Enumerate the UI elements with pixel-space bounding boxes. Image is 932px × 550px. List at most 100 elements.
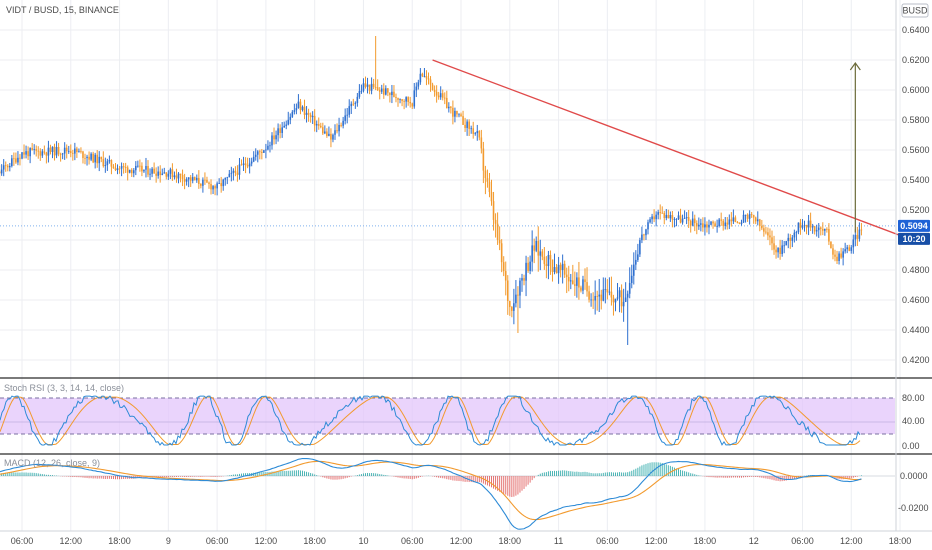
candle-body bbox=[165, 172, 168, 177]
candle-body bbox=[187, 177, 190, 180]
candle-body bbox=[153, 168, 155, 174]
candle-body bbox=[53, 146, 56, 156]
candle-body bbox=[592, 299, 594, 301]
candle-body bbox=[126, 167, 129, 173]
candle-body bbox=[476, 131, 479, 134]
candle-body bbox=[116, 168, 119, 171]
candle-body bbox=[65, 147, 68, 152]
candle-body bbox=[102, 159, 105, 167]
candle-body bbox=[643, 234, 645, 236]
candle-body bbox=[702, 223, 704, 228]
candle-body bbox=[167, 173, 170, 177]
candle-body bbox=[387, 88, 389, 93]
candle-body bbox=[521, 278, 523, 281]
candle-body bbox=[651, 216, 653, 220]
candle-body bbox=[23, 152, 25, 155]
candle-body bbox=[848, 247, 851, 251]
price-tick-label: 0.5400 bbox=[902, 175, 930, 185]
candle-body bbox=[610, 291, 613, 298]
candle-body bbox=[195, 177, 198, 181]
candle-body bbox=[393, 91, 395, 97]
candle-body bbox=[824, 228, 826, 231]
candle-body bbox=[667, 214, 670, 219]
candle-body bbox=[838, 253, 840, 261]
candle-body bbox=[435, 91, 438, 96]
candle-body bbox=[502, 262, 505, 272]
candle-body bbox=[137, 165, 139, 167]
stoch-rsi-label[interactable]: Stoch RSI (3, 3, 14, 14, close) bbox=[4, 383, 124, 393]
candle-body bbox=[185, 179, 188, 182]
candle-body bbox=[515, 294, 517, 304]
candle-body bbox=[860, 229, 863, 231]
candle-body bbox=[547, 254, 550, 267]
annotation-layer bbox=[849, 61, 861, 233]
candle-body bbox=[842, 251, 844, 258]
candle-body bbox=[728, 219, 731, 225]
candle-body bbox=[817, 227, 820, 231]
candle-body bbox=[326, 131, 328, 136]
candle-body bbox=[726, 222, 729, 225]
candle-body bbox=[811, 226, 814, 228]
candle-body bbox=[665, 214, 668, 218]
candle-body bbox=[179, 173, 182, 176]
candle-body bbox=[722, 220, 725, 227]
candle-body bbox=[275, 135, 277, 140]
candle-body bbox=[11, 158, 13, 167]
candle-body bbox=[147, 166, 149, 175]
candle-body bbox=[511, 307, 513, 311]
candle-body bbox=[551, 259, 554, 272]
candle-body bbox=[468, 121, 470, 129]
candle-body bbox=[366, 84, 369, 87]
candle-body bbox=[90, 153, 92, 160]
candle-body bbox=[832, 248, 834, 255]
last-price-value: 0.5094 bbox=[900, 221, 928, 231]
candle-body bbox=[567, 277, 570, 282]
candle-body bbox=[807, 220, 810, 228]
trendline-layer bbox=[432, 59, 909, 240]
candle-body bbox=[482, 148, 485, 171]
candle-body bbox=[513, 303, 515, 311]
macd-pane bbox=[0, 457, 895, 530]
candle-body bbox=[525, 262, 527, 281]
candle-body bbox=[539, 251, 542, 256]
candle-body bbox=[626, 293, 629, 298]
candle-body bbox=[671, 215, 674, 220]
candle-body bbox=[793, 232, 796, 238]
candle-body bbox=[799, 222, 802, 228]
candle-body bbox=[9, 166, 11, 168]
candle-body bbox=[399, 99, 401, 100]
currency-badge-box[interactable] bbox=[901, 3, 929, 18]
candle-body bbox=[622, 301, 625, 307]
candle-body bbox=[732, 217, 735, 222]
candle-body bbox=[364, 83, 367, 87]
rsi-tick-0: 0.00 bbox=[902, 441, 920, 451]
candle-body bbox=[480, 137, 483, 149]
candle-body bbox=[561, 263, 564, 271]
candle-body bbox=[238, 164, 241, 175]
candle-body bbox=[407, 97, 409, 102]
candle-body bbox=[330, 133, 332, 140]
candle-body bbox=[846, 247, 848, 250]
candle-body bbox=[82, 151, 84, 158]
candle-body bbox=[488, 181, 491, 192]
candle-body bbox=[356, 96, 359, 103]
candle-body bbox=[281, 127, 283, 133]
candle-body bbox=[72, 152, 74, 154]
price-tick-label: 0.6200 bbox=[902, 55, 930, 65]
candle-body bbox=[769, 235, 771, 238]
candle-body bbox=[490, 191, 493, 202]
candle-body bbox=[598, 294, 601, 297]
candle-body bbox=[141, 165, 143, 172]
macd-label[interactable]: MACD (12, 26, close, 9) bbox=[4, 458, 100, 468]
candle-body bbox=[578, 277, 580, 288]
candle-body bbox=[214, 186, 216, 189]
candle-body bbox=[94, 154, 96, 163]
candle-body bbox=[17, 157, 19, 163]
candle-body bbox=[452, 107, 454, 117]
candle-body bbox=[815, 230, 818, 232]
candle-body bbox=[135, 165, 137, 171]
candle-body bbox=[417, 82, 420, 87]
candle-body bbox=[112, 166, 115, 169]
candle-body bbox=[594, 295, 596, 301]
